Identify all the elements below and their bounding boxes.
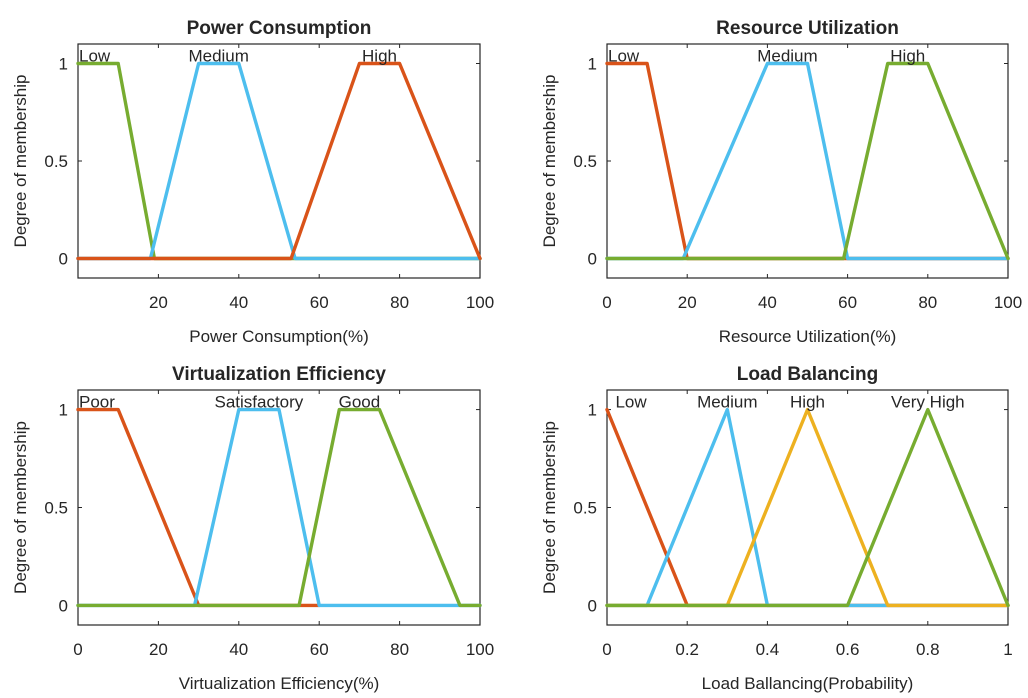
y-tick-label: 1	[59, 55, 68, 74]
y-axis-label: Degree of membership	[11, 421, 30, 594]
series-line-poor	[76, 407, 321, 608]
x-tick-label: 60	[838, 293, 857, 312]
y-tick-label: 0	[588, 250, 597, 269]
mf-label-high: High	[890, 47, 925, 66]
x-tick-label: 100	[466, 640, 494, 659]
x-tick-label: 20	[149, 640, 168, 659]
axes-box	[606, 389, 1009, 626]
mf-label-satisfactory: Satisfactory	[214, 393, 303, 412]
x-tick-label: 0.6	[836, 640, 860, 659]
x-tick-label: 20	[149, 293, 168, 312]
x-tick-label: 20	[678, 293, 697, 312]
x-tick-label: 0	[602, 640, 611, 659]
y-tick-label: 0.5	[44, 499, 68, 518]
x-axis-label: Virtualization Efficiency(%)	[179, 674, 380, 693]
series-line-medium	[76, 61, 482, 261]
mf-label-medium: Medium	[188, 47, 248, 66]
series-line-low	[605, 407, 1010, 608]
chart-panel-3: Virtualization Efficiency 0 20 40 60 80 100 0 0.…	[11, 364, 494, 693]
chart-title: Power Consumption	[187, 18, 372, 39]
series-line-high	[76, 61, 482, 261]
y-tick-label: 0.5	[573, 499, 597, 518]
x-tick-label: 100	[994, 293, 1022, 312]
x-tick-label: 0	[602, 293, 611, 312]
chart-panel-2: Resource Utilization 0 20 40 60 80 100 0 0.5 1 Res…	[540, 18, 1022, 346]
series-line-high	[605, 407, 1010, 608]
x-tick-label: 0.8	[916, 640, 940, 659]
mf-label-good: Good	[339, 393, 381, 412]
x-axis-label: Resource Utilization(%)	[719, 327, 897, 346]
x-axis-label: Power Consumption(%)	[189, 327, 369, 346]
y-axis-label: Degree of membership	[11, 75, 30, 248]
x-tick-label: 40	[229, 640, 248, 659]
x-tick-label: 0	[73, 640, 82, 659]
axes-box	[77, 43, 481, 279]
x-tick-label: 100	[466, 293, 494, 312]
y-axis-label: Degree of membership	[540, 75, 559, 248]
x-tick-label: 40	[758, 293, 777, 312]
x-tick-label: 60	[310, 293, 329, 312]
x-tick-label: 80	[390, 293, 409, 312]
chart-panel-4: Load Balancing 0 0.2 0.4 0.6 0.8 1 0 0.5 1 Load Ba…	[540, 364, 1013, 693]
y-tick-label: 0	[59, 596, 68, 615]
x-tick-label: 40	[229, 293, 248, 312]
mf-label-poor: Poor	[79, 393, 115, 412]
series-line-good	[76, 407, 482, 608]
y-tick-label: 1	[59, 401, 68, 420]
y-tick-label: 0	[588, 596, 597, 615]
mf-label-medium: Medium	[697, 393, 757, 412]
x-tick-label: 60	[310, 640, 329, 659]
mf-label-low: Low	[79, 47, 111, 66]
x-tick-label: 0.4	[756, 640, 780, 659]
mf-label-medium: Medium	[757, 47, 817, 66]
chart-panel-1: Power Consumption 20 40 60 80 100 0 0.5 1 Power C…	[11, 18, 494, 346]
series-line-very-high	[605, 407, 1010, 608]
series-line-high	[605, 61, 1010, 261]
x-tick-label: 1	[1003, 640, 1012, 659]
series-line-low	[605, 61, 1010, 261]
mf-label-low: Low	[615, 393, 647, 412]
y-tick-label: 0.5	[573, 152, 597, 171]
chart-title: Virtualization Efficiency	[172, 364, 386, 385]
mf-label-very-high: Very High	[891, 393, 965, 412]
mf-label-high: High	[362, 47, 397, 66]
y-tick-label: 1	[588, 55, 597, 74]
series-line-low	[76, 61, 482, 261]
series-line-medium	[605, 407, 1010, 608]
chart-title: Load Balancing	[737, 364, 878, 385]
chart-title: Resource Utilization	[716, 18, 899, 39]
y-tick-label: 1	[588, 401, 597, 420]
x-tick-label: 80	[918, 293, 937, 312]
mf-label-low: Low	[608, 47, 640, 66]
mf-label-high: High	[790, 393, 825, 412]
y-tick-label: 0	[59, 250, 68, 269]
y-axis-label: Degree of membership	[540, 421, 559, 594]
x-tick-label: 80	[390, 640, 409, 659]
y-tick-label: 0.5	[44, 152, 68, 171]
x-axis-label: Load Ballancing(Probability)	[702, 674, 914, 693]
x-tick-label: 0.2	[675, 640, 699, 659]
